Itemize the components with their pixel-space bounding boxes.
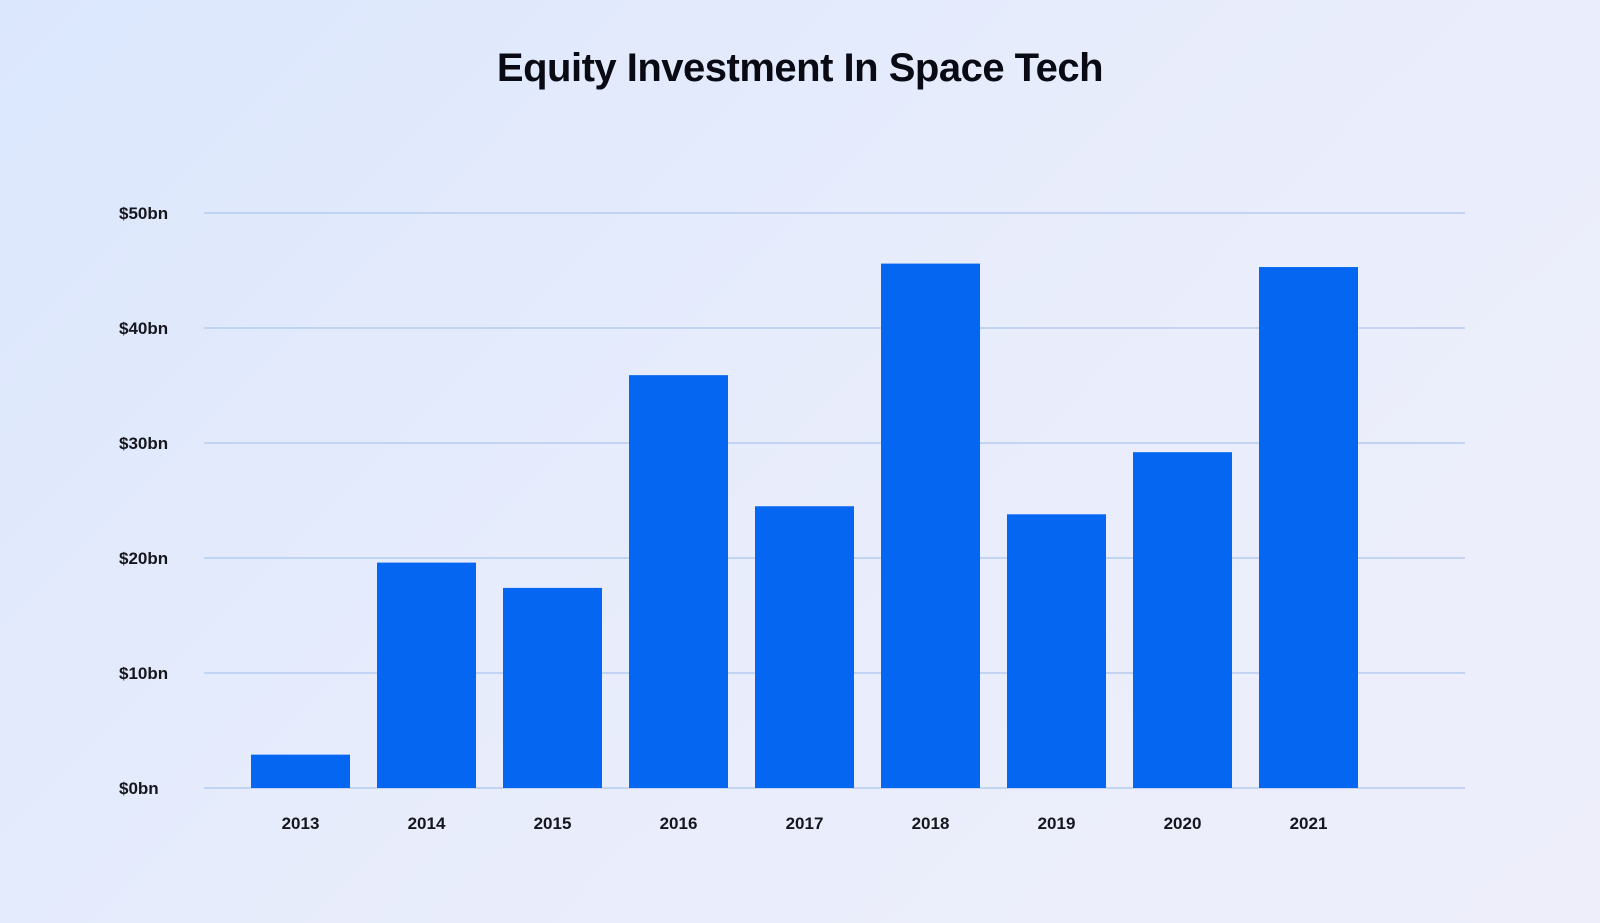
x-tick-label: 2021 <box>1290 814 1328 833</box>
bar-2015 <box>503 587 602 788</box>
y-axis-tick-labels: $0bn $10bn $20bn $30bn $40bn $50bn <box>119 204 168 798</box>
y-tick-label: $10bn <box>119 664 168 683</box>
y-tick-label: $50bn <box>119 204 168 223</box>
x-tick-label: 2017 <box>786 814 824 833</box>
x-tick-label: 2013 <box>282 814 320 833</box>
bar-2016 <box>629 375 728 788</box>
x-tick-label: 2014 <box>408 814 446 833</box>
bar-2018 <box>881 263 980 789</box>
x-tick-label: 2020 <box>1164 814 1202 833</box>
y-tick-label: $30bn <box>119 434 168 453</box>
y-tick-label: $20bn <box>119 549 168 568</box>
bar-2013 <box>251 754 350 788</box>
bars <box>251 263 1358 789</box>
bar-2017 <box>755 506 854 788</box>
bar-2021 <box>1259 267 1358 788</box>
bar-2014 <box>377 562 476 788</box>
chart-title: Equity Investment In Space Tech <box>496 46 1104 90</box>
bar-2019 <box>1007 514 1106 788</box>
x-tick-label: 2019 <box>1038 814 1076 833</box>
y-tick-label: $40bn <box>119 319 168 338</box>
y-tick-label: $0bn <box>119 779 159 798</box>
bar-2020 <box>1133 452 1232 788</box>
x-tick-label: 2016 <box>660 814 698 833</box>
x-tick-label: 2018 <box>912 814 950 833</box>
x-tick-label: 2015 <box>534 814 572 833</box>
x-axis-tick-labels: 2013 2014 2015 2016 2017 2018 2019 2020 2021 <box>282 814 1328 833</box>
